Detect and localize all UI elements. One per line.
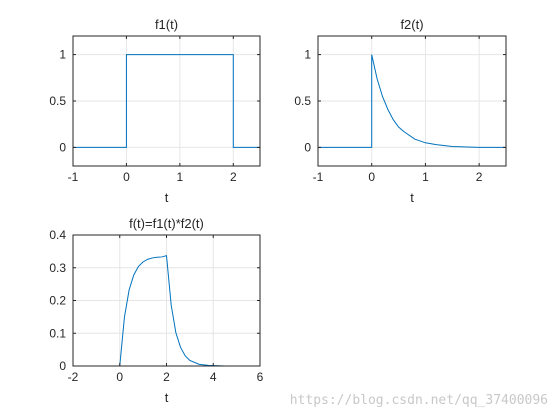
y-tick-label: 1 (304, 48, 311, 62)
x-tick-label: 2 (230, 170, 237, 184)
y-tick-label: 0.5 (49, 94, 66, 108)
y-tick-label: 0.1 (49, 326, 66, 340)
x-tick-label: 0 (116, 370, 123, 384)
x-tick-label: -1 (313, 170, 324, 184)
x-tick-label: 0 (123, 170, 130, 184)
series-line (73, 54, 260, 148)
x-tick-label: 0 (368, 170, 375, 184)
x-tick-label: 1 (177, 170, 184, 184)
series-line (318, 54, 506, 148)
chart-title: f2(t) (400, 17, 423, 32)
x-tick-label: 2 (163, 370, 170, 384)
y-tick-label: 0.4 (49, 228, 66, 242)
y-tick-label: 0.5 (294, 94, 311, 108)
subplot-3: -2 0 2 4 600.10.20.30.4f(t)=f1(t)*f2(t)t (49, 216, 263, 405)
y-tick-label: 0 (304, 140, 311, 154)
x-tick-label: -1 (68, 170, 79, 184)
chart-title: f1(t) (155, 17, 178, 32)
series-line (73, 254, 237, 367)
subplot-1: -1 0 1 2 0 0.5 1 f1(t) t (49, 17, 261, 205)
x-axis-label: t (165, 190, 169, 205)
y-tick-label: 0.3 (49, 261, 66, 275)
watermark: https://blog.csdn.net/qq_37400096 (290, 393, 548, 408)
x-tick-label: 2 (476, 170, 483, 184)
y-tick-label: 1 (59, 48, 66, 62)
x-tick-label: -2 (68, 370, 79, 384)
y-tick-label: 0 (59, 140, 66, 154)
x-tick-label: 6 (257, 370, 264, 384)
x-axis-label: t (410, 190, 414, 205)
x-tick-label: 4 (210, 370, 217, 384)
subplot-2: -1 0 1 2 0 0.5 1 f2(t) t (294, 17, 507, 205)
y-tick-label: 0 (59, 359, 66, 373)
x-axis-label: t (165, 390, 169, 405)
x-tick-label: 1 (422, 170, 429, 184)
y-tick-label: 0.2 (49, 294, 66, 308)
chart-title: f(t)=f1(t)*f2(t) (129, 216, 204, 231)
